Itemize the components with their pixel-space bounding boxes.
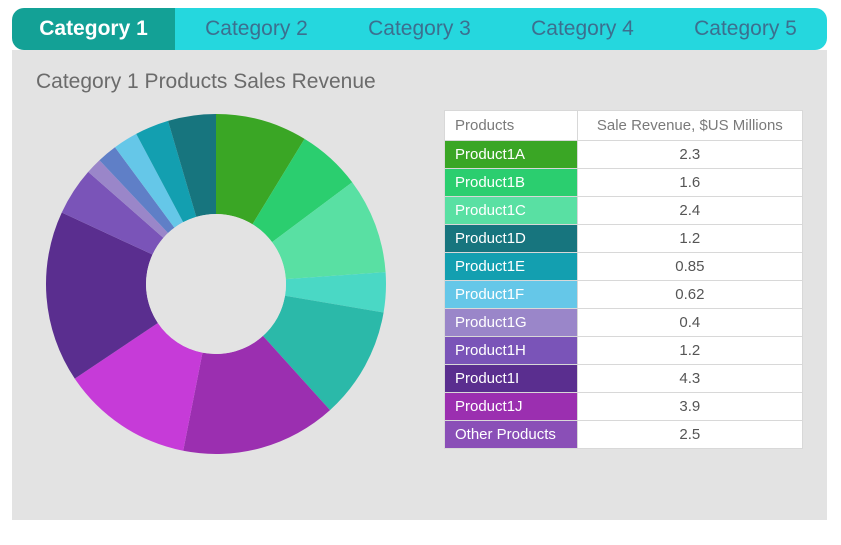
- donut-chart: [36, 104, 396, 464]
- product-name-cell: Product1H: [445, 337, 578, 365]
- product-value-cell: 1.6: [577, 169, 802, 197]
- product-name-cell: Product1D: [445, 225, 578, 253]
- product-value-cell: 3.9: [577, 393, 802, 421]
- product-value-cell: 0.85: [577, 253, 802, 281]
- table-row: Product1J3.9: [445, 393, 803, 421]
- product-value-cell: 2.3: [577, 141, 802, 169]
- content-panel: Category 1 Products Sales Revenue Produc…: [12, 50, 827, 520]
- product-name-cell: Product1G: [445, 309, 578, 337]
- product-name-cell: Product1J: [445, 393, 578, 421]
- tab-2[interactable]: Category 2: [175, 8, 338, 50]
- tab-4[interactable]: Category 4: [501, 8, 664, 50]
- col-products: Products: [445, 111, 578, 141]
- chart-title: Category 1 Products Sales Revenue: [36, 70, 416, 94]
- product-name-cell: Other Products: [445, 421, 578, 449]
- tab-3[interactable]: Category 3: [338, 8, 501, 50]
- product-value-cell: 0.4: [577, 309, 802, 337]
- product-name-cell: Product1C: [445, 197, 578, 225]
- table-row: Product1E0.85: [445, 253, 803, 281]
- table-row: Product1F0.62: [445, 281, 803, 309]
- table-row: Product1A2.3: [445, 141, 803, 169]
- product-value-cell: 2.4: [577, 197, 802, 225]
- table-row: Product1D1.2: [445, 225, 803, 253]
- product-name-cell: Product1F: [445, 281, 578, 309]
- tab-1[interactable]: Category 1: [12, 8, 175, 50]
- table-row: Other Products2.5: [445, 421, 803, 449]
- product-name-cell: Product1E: [445, 253, 578, 281]
- col-revenue: Sale Revenue, $US Millions: [577, 111, 802, 141]
- product-value-cell: 2.5: [577, 421, 802, 449]
- donut-hole: [146, 214, 286, 354]
- products-table: Products Sale Revenue, $US Millions Prod…: [444, 110, 803, 449]
- table-row: Product1G0.4: [445, 309, 803, 337]
- tab-5[interactable]: Category 5: [664, 8, 827, 50]
- product-value-cell: 1.2: [577, 225, 802, 253]
- product-name-cell: Product1B: [445, 169, 578, 197]
- product-value-cell: 0.62: [577, 281, 802, 309]
- product-value-cell: 4.3: [577, 365, 802, 393]
- product-value-cell: 1.2: [577, 337, 802, 365]
- table-row: Product1I4.3: [445, 365, 803, 393]
- product-name-cell: Product1A: [445, 141, 578, 169]
- table-row: Product1C2.4: [445, 197, 803, 225]
- table-row: Product1B1.6: [445, 169, 803, 197]
- tab-bar: Category 1Category 2Category 3Category 4…: [12, 8, 827, 50]
- table-row: Product1H1.2: [445, 337, 803, 365]
- product-name-cell: Product1I: [445, 365, 578, 393]
